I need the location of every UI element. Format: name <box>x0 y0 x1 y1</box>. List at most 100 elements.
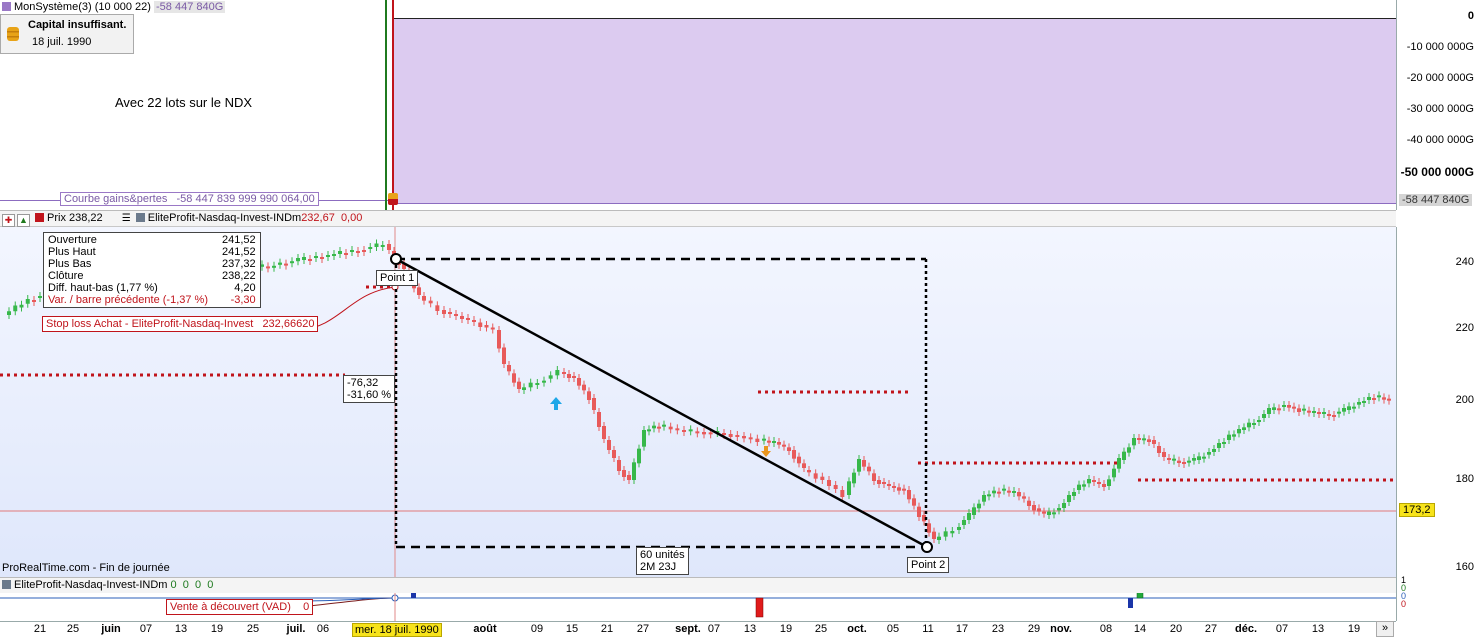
buy-arrow-icon <box>550 397 562 410</box>
candle <box>1097 482 1101 484</box>
candle <box>897 487 901 491</box>
candle <box>512 373 516 383</box>
candle <box>1167 458 1171 460</box>
equity-name: MonSystème(3) (10 000 22) <box>14 1 151 13</box>
candle <box>1312 411 1316 413</box>
equity-pane: MonSystème(3) (10 000 22) -58 447 840G C… <box>0 0 1396 210</box>
candle <box>762 438 766 441</box>
x-axis-label: 23 <box>991 623 1005 635</box>
x-axis-label: nov. <box>1050 623 1072 635</box>
alert-box[interactable]: Capital insuffisant. 18 juil. 1990 <box>0 14 134 54</box>
indicator-y-axis[interactable]: 1 0 0 0 <box>1396 575 1479 621</box>
curve-label-box[interactable]: Courbe gains&pertes -58 447 839 999 990 … <box>60 192 319 206</box>
point2-marker <box>921 541 933 553</box>
candle <box>957 527 961 530</box>
candle <box>587 391 591 400</box>
candle <box>1252 423 1256 425</box>
candle <box>374 243 379 247</box>
candle <box>38 296 42 298</box>
candle <box>1127 447 1131 453</box>
candle <box>1272 407 1276 410</box>
candle <box>1222 442 1226 444</box>
candle <box>380 245 385 247</box>
candle <box>350 250 354 252</box>
candle <box>1132 438 1136 446</box>
x-axis-label: août <box>473 623 497 635</box>
candle <box>857 459 861 472</box>
ohlc-value: 4,20 <box>234 282 256 294</box>
point2-label[interactable]: Point 2 <box>907 557 950 573</box>
candle <box>787 447 791 451</box>
equity-fill <box>393 18 1396 204</box>
curve-label: Courbe gains&pertes <box>64 193 168 205</box>
candle <box>840 490 845 497</box>
candle <box>1267 408 1271 414</box>
x-axis-label: 07 <box>707 623 721 635</box>
candle <box>1032 505 1036 511</box>
equity-header-value: -58 447 840G <box>154 1 226 13</box>
candle <box>472 320 476 322</box>
candle <box>1192 458 1196 461</box>
ohlc-box: Ouverture 241,52 Plus Haut 241,52 Plus Bas… <box>43 232 261 308</box>
measure-change: -76,32 <box>347 377 379 389</box>
candle <box>922 515 926 522</box>
scroll-right-button[interactable]: » <box>1376 621 1394 637</box>
x-axis-label: 07 <box>1275 623 1289 635</box>
candle <box>522 387 526 390</box>
candle <box>1287 405 1291 408</box>
ohlc-row: Var. / barre précédente (-1,37 %) -3,30 <box>46 294 258 306</box>
price-chart[interactable] <box>0 227 1396 577</box>
candle <box>992 490 996 494</box>
candle <box>607 440 611 450</box>
stop-loss-box[interactable]: Stop loss Achat - EliteProfit-Nasdaq-Inv… <box>42 316 319 332</box>
collapse-icon[interactable]: ✚ <box>2 214 15 227</box>
candle <box>32 300 36 302</box>
candle <box>502 347 506 364</box>
x-axis[interactable] <box>0 621 1396 639</box>
candle <box>833 485 838 489</box>
indicator2-values: 0 0 0 0 <box>170 579 214 591</box>
candle <box>555 370 560 376</box>
indicator-header: EliteProfit-Nasdaq-Invest-INDm 0 0 0 0 <box>0 577 1396 594</box>
candle <box>314 256 318 258</box>
point1-label[interactable]: Point 1 <box>376 270 419 286</box>
candle <box>632 462 636 480</box>
duration-box: 60 unités 2M 23J <box>636 547 689 575</box>
signal-bar <box>1128 598 1133 608</box>
candle <box>528 382 533 388</box>
candle <box>266 266 270 269</box>
candle <box>767 440 771 443</box>
price-y-axis[interactable]: 240 220 200 180 160 173,2 <box>1396 227 1479 577</box>
ohlc-value: 238,22 <box>222 270 256 282</box>
candle <box>1102 484 1106 487</box>
expand-icon[interactable]: ▲ <box>17 214 30 227</box>
candle <box>1092 480 1096 482</box>
candle <box>1017 492 1021 497</box>
candle <box>1367 397 1371 400</box>
equity-y-label: -20 000 000G <box>1406 72 1474 84</box>
candle <box>617 460 621 471</box>
candle <box>368 247 373 249</box>
indicator2-swatch <box>2 580 11 589</box>
candle <box>1107 479 1111 486</box>
coins-icon <box>7 27 19 41</box>
candle <box>827 480 831 486</box>
vad-box[interactable]: Vente à découvert (VAD) 0 <box>166 599 314 615</box>
candle <box>927 523 931 533</box>
candle <box>597 412 601 427</box>
indicator-y-label: 0 <box>1401 583 1407 593</box>
equity-y-axis[interactable]: 0 -10 000 000G -20 000 000G -30 000 000G… <box>1396 0 1479 210</box>
x-axis-label: 13 <box>174 623 188 635</box>
candle <box>1387 398 1391 401</box>
x-axis-label: 06 <box>316 623 330 635</box>
indicator-list-icon[interactable]: ☰ <box>121 213 131 224</box>
equity-entry-line <box>385 0 387 210</box>
ohlc-row: Plus Bas 237,32 <box>46 258 258 270</box>
ohlc-row: Clôture 238,22 <box>46 270 258 282</box>
candle <box>1237 429 1241 434</box>
candle <box>284 263 288 266</box>
candle <box>497 330 501 349</box>
candle <box>917 506 921 517</box>
measure-box: -76,32 -31,60 % <box>343 375 396 403</box>
candle <box>1087 479 1091 484</box>
